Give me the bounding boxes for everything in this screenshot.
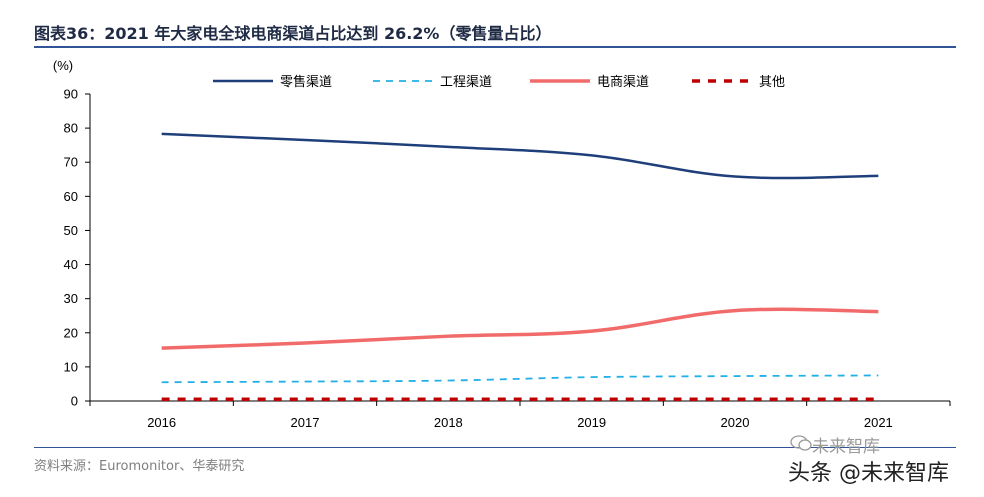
- chart-legend: 零售渠道 工程渠道 电商渠道 其他: [213, 74, 785, 90]
- source-rule: [34, 447, 956, 448]
- y-tick-label: 40: [64, 257, 78, 272]
- chart-series: [161, 132, 879, 402]
- series-line-1: [161, 132, 879, 180]
- y-tick-label: 60: [64, 189, 78, 204]
- y-tick-label: 10: [64, 359, 78, 374]
- title-rule: [34, 46, 956, 48]
- x-tick-label: 2016: [147, 415, 176, 430]
- legend-label-4: 其他: [759, 75, 785, 90]
- chart-axes: (%) 0 10 20 30 40 50 60 70 80 90 2016 2017 2018 2019 20…: [53, 58, 951, 430]
- y-tick-label: 30: [64, 291, 78, 306]
- y-tick-label: 50: [64, 223, 78, 238]
- x-tick-label: 2019: [577, 415, 606, 430]
- y-axis-unit-label: (%): [53, 58, 73, 73]
- series-line-3: [161, 307, 879, 350]
- y-tick-label: 20: [64, 325, 78, 340]
- chart-title: 图表36：2021 年大家电全球电商渠道占比达到 26.2%（零售量占比）: [34, 20, 551, 44]
- y-tick-label: 80: [64, 121, 78, 136]
- chat-bubble-icon: [790, 435, 812, 451]
- y-tick-label: 90: [64, 87, 78, 102]
- watermark-top: 未来智库: [812, 437, 880, 457]
- figure-label: 图表36：: [34, 24, 105, 43]
- y-tick-label: 0: [71, 394, 78, 409]
- series-line-2: [161, 374, 879, 384]
- legend-label-2: 工程渠道: [440, 75, 492, 90]
- source-note: 资料来源：Euromonitor、华泰研究: [34, 459, 245, 474]
- figure-title: 2021 年大家电全球电商渠道占比达到 26.2%（零售量占比）: [104, 24, 552, 43]
- line-chart: (%) 0 10 20 30 40 50 60 70 80 90 2016 2017 2018 2019 20…: [53, 58, 951, 430]
- x-tick-label: 2017: [291, 415, 320, 430]
- y-tick-label: 70: [64, 155, 78, 170]
- legend-label-1: 零售渠道: [280, 74, 332, 90]
- x-tick-label: 2018: [434, 415, 463, 430]
- watermark-bottom: 头条 @未来智库: [788, 461, 949, 486]
- legend-label-3: 电商渠道: [597, 75, 649, 90]
- x-tick-label: 2020: [721, 415, 750, 430]
- x-tick-label: 2021: [864, 415, 893, 430]
